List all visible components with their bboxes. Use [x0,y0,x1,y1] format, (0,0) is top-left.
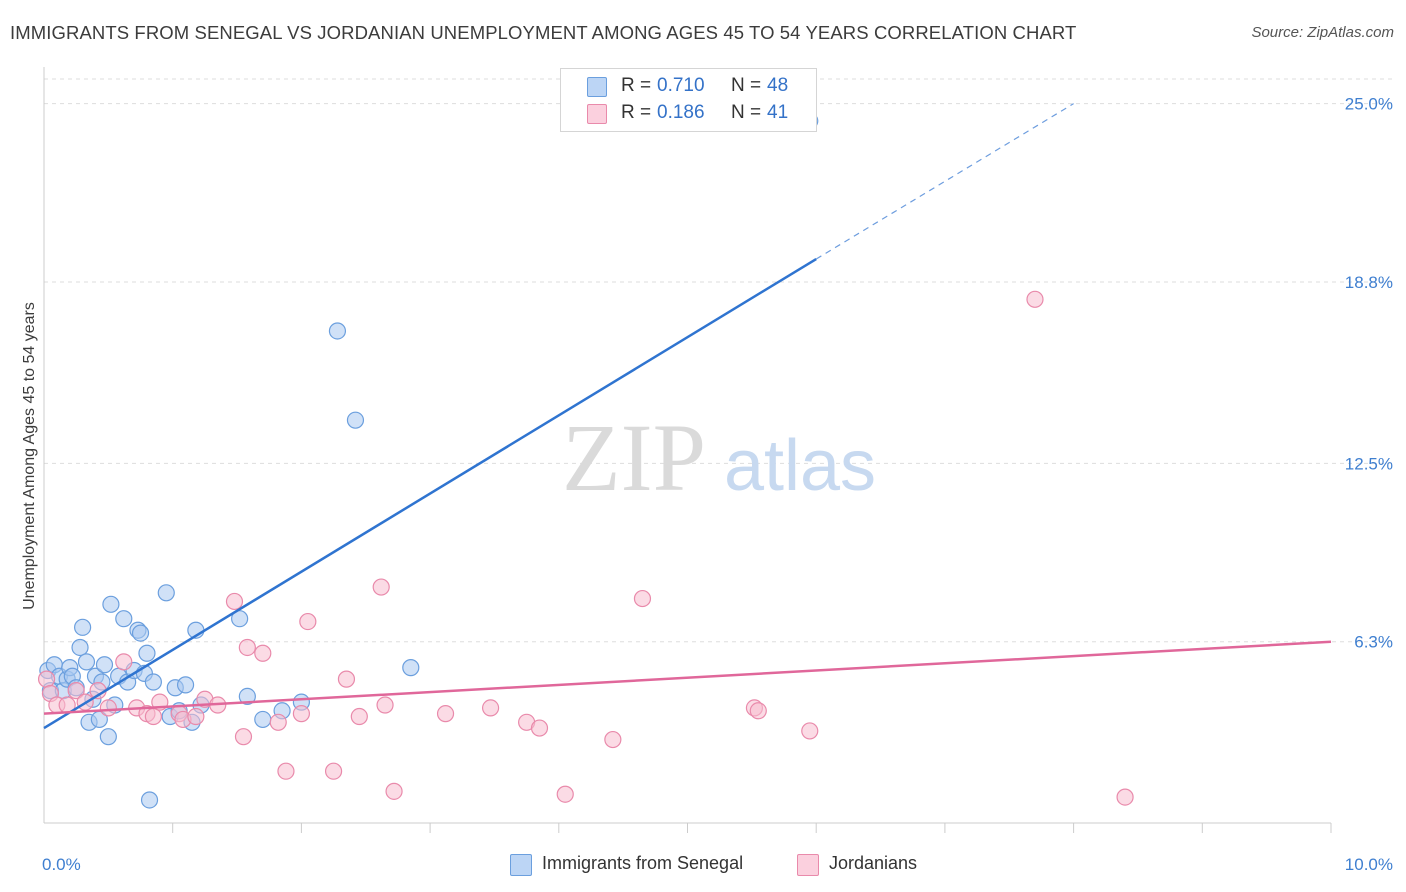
y-tick-label: 18.8% [1345,273,1393,292]
jordanian-point [530,719,549,737]
jordanian-point [436,705,455,723]
jordanian-point [234,728,253,746]
senegal-point [238,687,256,705]
jordanian-point [115,653,133,671]
jordanian-point [1026,290,1044,308]
legend-r-value: 0.710 [657,75,705,96]
senegal-point [77,653,96,671]
jordanian-point [37,670,56,688]
series-swatch-senegal [510,854,532,876]
jordanian-point [481,699,500,717]
senegal-trend-line [43,257,817,730]
y-tick-label: 25.0% [1345,95,1393,114]
x-tick-label: 10.0% [1345,855,1393,874]
jordanian-point [376,696,394,714]
senegal-point [140,791,159,809]
legend-r-label: R = [621,102,652,123]
jordanian-point [350,707,368,726]
watermark-atlas: atlas [724,426,876,506]
senegal-point [138,644,156,662]
y-tick-label: 6.3% [1354,633,1393,652]
jordanian-point [269,713,287,731]
legend-n-value: 48 [767,75,789,96]
senegal-trend-line-extension [815,103,1074,260]
jordanian-point [385,782,403,800]
series-label-jordanians: Jordanians [829,853,918,873]
jordanian-point [225,592,244,611]
jordanian-point [254,644,272,662]
senegal-point [131,624,150,642]
senegal-point [115,610,133,628]
jordanian-point [99,699,117,717]
jordanian-point [277,762,295,780]
jordanian-point [372,578,390,596]
jordanian-point [749,702,767,720]
gridlines [44,78,1392,643]
jordanian-point [801,722,819,740]
x-tick-label: 0.0% [42,855,81,874]
legend-n-value: 41 [767,102,789,123]
jordanian-point [1116,788,1134,806]
source-label: Source: ZipAtlas.com [1251,24,1394,41]
jordanian-point [556,785,574,803]
jordanian-point [292,705,310,723]
senegal-point [346,411,365,429]
senegal-point [99,728,117,746]
y-tick-label: 12.5% [1345,454,1393,473]
jordanian-point [187,707,205,726]
series-swatch-jordanians [797,854,819,876]
senegal-point [71,638,89,657]
senegal-point [402,659,420,677]
y-axis-label: Unemployment Among Ages 45 to 54 years [21,302,38,610]
jordanian-point [144,707,162,726]
legend-swatch-jordanians [587,104,607,124]
senegal-point [254,710,272,729]
jordanian-point [324,762,343,780]
senegal-point [144,673,162,691]
senegal-point [231,610,249,628]
watermark-zip: ZIP [562,404,706,511]
trend-lines [43,103,1332,730]
jordanian-point [633,589,652,608]
senegal-point [176,676,195,694]
series-legend: Immigrants from Senegal Jordanians [0,852,1406,878]
legend-r-value: 0.186 [657,102,705,123]
jordanian-point [604,730,622,749]
legend-swatch-senegal [587,77,607,97]
chart-title: IMMIGRANTS FROM SENEGAL VS JORDANIAN UNE… [10,22,1077,43]
tick-labels: 6.3% 12.5% 18.8% 25.0% 0.0% 10.0% [42,95,1393,874]
senegal-point [157,584,175,602]
correlation-legend: R = 0.710 N = 48 R = 0.186 N = 41 [560,68,817,132]
jordanian-trend-line [43,640,1332,715]
senegal-point [328,322,347,340]
legend-n-label: N = [731,102,762,123]
jordanian-point [337,670,356,688]
senegal-point [74,618,92,636]
watermark: ZIP atlas [562,404,876,511]
senegal-point [102,595,120,613]
series-label-senegal: Immigrants from Senegal [542,853,744,873]
legend-n-label: N = [731,75,762,96]
jordanian-point [299,612,317,631]
jordanian-point [238,638,256,657]
legend-r-label: R = [621,75,652,96]
senegal-point [95,656,114,674]
jordanian-point [67,682,85,700]
